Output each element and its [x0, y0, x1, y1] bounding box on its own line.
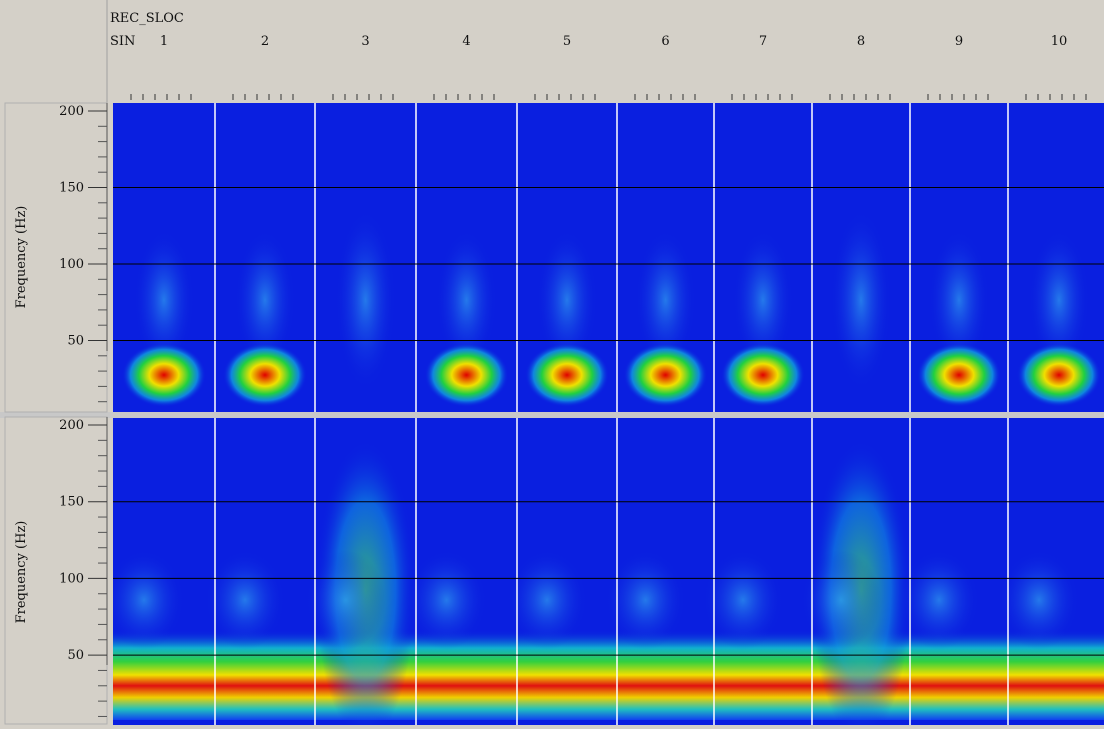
plume: [801, 550, 881, 650]
tick-label: 50: [67, 648, 84, 663]
plume: [635, 230, 696, 370]
tick-label: 100: [59, 257, 84, 272]
plume: [605, 550, 686, 650]
plume: [205, 550, 285, 650]
spectrogram-panel: [113, 418, 1104, 725]
energy-blob: [424, 343, 509, 407]
plume: [335, 210, 396, 390]
tick-label: 150: [59, 495, 84, 510]
plume: [831, 210, 891, 390]
tick-label: 100: [59, 571, 84, 586]
plume: [134, 230, 194, 370]
energy-blob: [917, 343, 1001, 407]
plume: [436, 230, 497, 370]
energy-blob: [1017, 343, 1101, 407]
tick-label: 150: [59, 181, 84, 196]
trace-number: 10: [1051, 34, 1068, 49]
trace-number: 6: [661, 34, 669, 49]
plume: [899, 550, 979, 650]
plume: [235, 230, 295, 370]
energy-blob: [721, 343, 805, 407]
plume: [305, 550, 386, 650]
energy-blob: [122, 343, 206, 407]
plume: [999, 550, 1079, 650]
plume: [929, 230, 989, 370]
trace-number: 5: [563, 34, 571, 49]
row-label: REC_SLOC: [110, 11, 184, 26]
tick-label: 200: [59, 418, 84, 433]
plume: [406, 550, 487, 650]
energy-blob: [623, 343, 708, 407]
trace-number: 8: [857, 34, 865, 49]
trace-number: 4: [462, 34, 470, 49]
plume: [507, 550, 587, 650]
spectrogram-panel: [113, 103, 1104, 412]
axis-panel: [4, 102, 108, 413]
tick-label: 200: [59, 104, 84, 119]
plume: [703, 550, 783, 650]
panel-separator: [0, 412, 1104, 418]
plume: [113, 550, 184, 650]
axis-label: Frequency (Hz): [14, 206, 29, 309]
row-label: SIN: [110, 34, 135, 49]
trace-number: 9: [955, 34, 963, 49]
plume: [537, 230, 597, 370]
plume: [1029, 230, 1089, 370]
axis-panel: [4, 416, 108, 725]
energy-blob: [525, 343, 609, 407]
header: [0, 0, 1104, 103]
trace-number: 1: [160, 34, 168, 49]
trace-number: 7: [759, 34, 767, 49]
trace-number: 3: [361, 34, 369, 49]
plume: [733, 230, 793, 370]
trace-number: 2: [261, 34, 269, 49]
energy-blob: [223, 343, 307, 407]
tick-label: 50: [67, 334, 84, 349]
axis-label: Frequency (Hz): [14, 521, 29, 624]
